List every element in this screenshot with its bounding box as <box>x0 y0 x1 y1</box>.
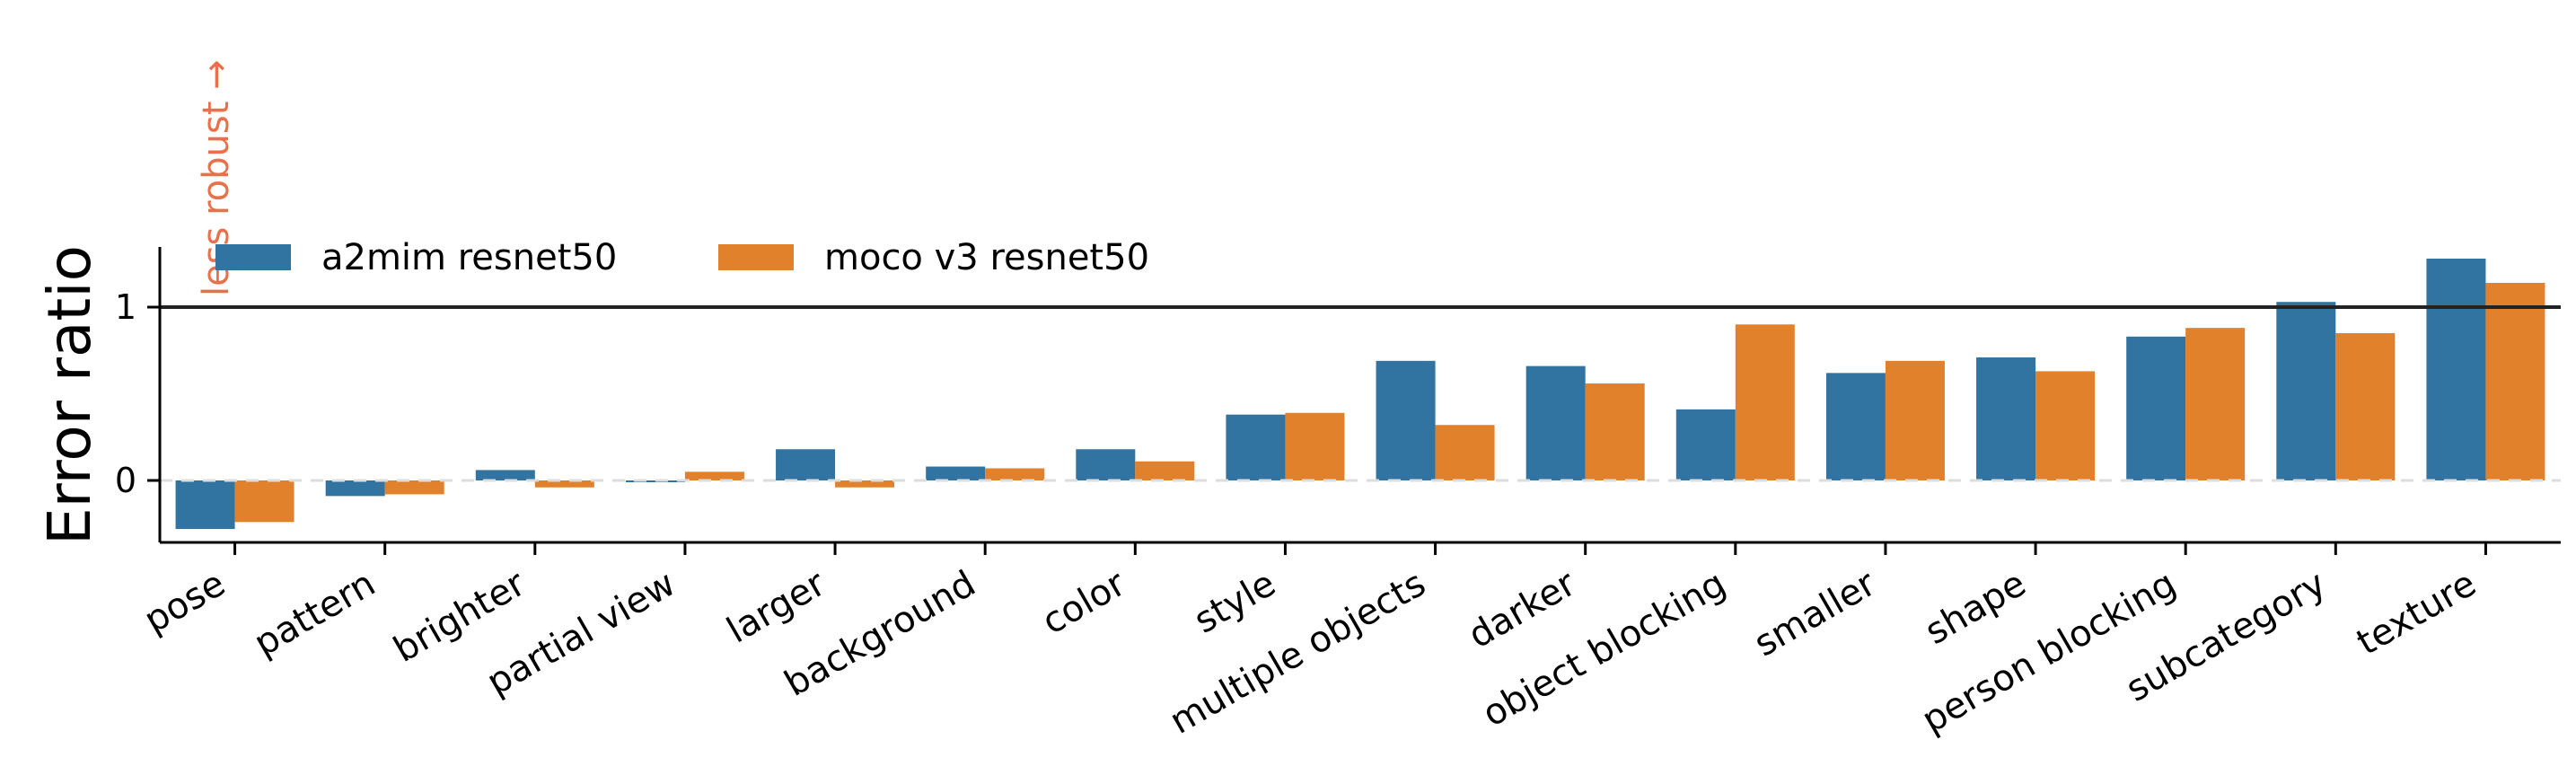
x-tick-label: object blocking <box>1476 563 1733 735</box>
bar <box>1135 461 1195 480</box>
bar <box>684 471 744 480</box>
y-tick-label: 0 <box>115 461 136 500</box>
bar <box>234 480 295 523</box>
x-tick-label: multiple objects <box>1163 563 1432 743</box>
bar <box>534 480 594 488</box>
bar <box>1885 360 1945 480</box>
bar <box>475 470 535 480</box>
y-ticks: 01 <box>115 287 160 500</box>
bar <box>835 480 895 488</box>
bar <box>2185 328 2246 480</box>
bar <box>2335 332 2396 480</box>
bar <box>2426 258 2486 480</box>
bar <box>776 449 836 480</box>
bar <box>2126 336 2186 480</box>
bar <box>175 480 235 530</box>
x-tick-label: color <box>1035 563 1133 643</box>
bar <box>1435 425 1495 480</box>
bar <box>325 480 385 497</box>
x-tick-label: darker <box>1462 563 1583 657</box>
bar <box>1285 412 1345 480</box>
bar <box>1376 360 1436 480</box>
legend-label: a2mim resnet50 <box>321 237 617 278</box>
legend-label: moco v3 resnet50 <box>824 237 1149 278</box>
bars-layer <box>175 258 2545 530</box>
legend-swatch <box>718 244 794 270</box>
x-tick-label: pose <box>137 563 233 641</box>
y-axis-label: Error ratio <box>35 245 104 545</box>
bar <box>1976 357 2036 480</box>
bar <box>1675 409 1736 480</box>
bar <box>625 480 685 482</box>
x-tick-label: style <box>1187 563 1282 642</box>
x-tick-label: person blocking <box>1915 563 2183 742</box>
bar <box>985 468 1045 480</box>
bar <box>926 466 986 480</box>
bar <box>2035 371 2096 480</box>
bar <box>1825 373 1886 480</box>
bar <box>1226 414 1286 480</box>
legend: a2mim resnet50 moco v3 resnet50 <box>215 237 1149 278</box>
bar <box>384 480 444 495</box>
bar <box>1076 449 1136 480</box>
x-tick-label: larger <box>720 563 833 652</box>
x-tick-label: pattern <box>247 563 382 665</box>
legend-swatch <box>215 244 291 270</box>
bar <box>1585 383 1645 480</box>
bar <box>1525 365 1586 480</box>
bar <box>2276 302 2336 480</box>
y-tick-label: 1 <box>115 287 136 327</box>
bar <box>2485 282 2545 480</box>
x-tick-label: smaller <box>1747 563 1883 665</box>
bar <box>1735 324 1795 480</box>
x-tick-label: texture <box>2350 563 2483 664</box>
x-tick-label: shape <box>1919 563 2034 653</box>
